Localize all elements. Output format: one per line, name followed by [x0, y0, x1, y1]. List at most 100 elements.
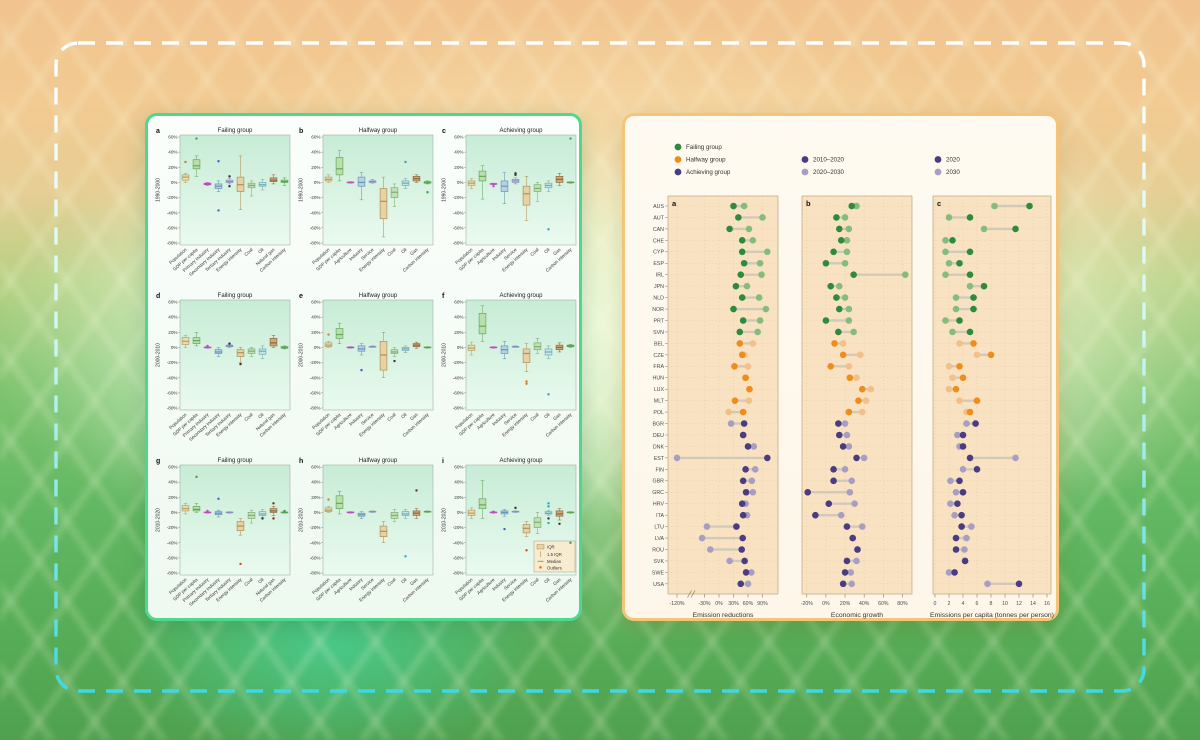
dot-light [749, 237, 757, 244]
dot-light [740, 202, 748, 210]
dot-dark [822, 259, 830, 267]
outlier-dot [272, 502, 275, 505]
x-tick-label: 40% [859, 601, 870, 607]
dot-dark [737, 271, 745, 278]
dot-dark [1012, 225, 1019, 233]
dot-dark [845, 408, 853, 416]
svg-text:0%: 0% [171, 180, 178, 185]
svg-text:40%: 40% [311, 150, 320, 155]
dot-light [949, 328, 956, 336]
dot-light [725, 408, 732, 416]
dot-dark [738, 248, 746, 256]
dot-light [851, 500, 858, 508]
outlier-dot [404, 160, 407, 164]
svg-text:20%: 20% [168, 495, 177, 500]
dot-light [845, 443, 853, 450]
x-tick-label: 60% [743, 601, 754, 607]
svg-text:60%: 60% [168, 135, 177, 140]
dot-dark [849, 534, 856, 542]
dot-light [973, 351, 981, 359]
panel-letter: c [937, 199, 941, 208]
dot-dark [739, 408, 747, 416]
panel-letter: d [156, 293, 160, 300]
dot-dark [738, 546, 746, 553]
svg-text:-20%: -20% [310, 195, 321, 200]
country-label: CAN [653, 227, 664, 233]
dot-light [839, 340, 847, 347]
country-label: HRV [653, 502, 665, 508]
dot-dark [732, 282, 740, 290]
svg-text:-80%: -80% [167, 241, 178, 246]
dot-light [836, 282, 843, 290]
dot-light [942, 271, 949, 278]
outlier-dot [217, 160, 220, 163]
svg-text:-60%: -60% [453, 390, 464, 395]
svg-text:Oil: Oil [257, 412, 265, 419]
dot-light [759, 214, 766, 221]
svg-text:60%: 60% [454, 300, 463, 305]
dot-dark [736, 328, 744, 336]
svg-text:-40%: -40% [310, 375, 321, 380]
dot-light [751, 466, 759, 473]
dot-dark [836, 431, 843, 439]
svg-text:-40%: -40% [310, 210, 321, 215]
country-label: JPN [654, 284, 664, 290]
svg-text:-20%: -20% [453, 525, 464, 530]
x-tick-label: 8 [990, 601, 993, 607]
svg-text:40%: 40% [168, 150, 177, 155]
dot-dark [742, 488, 750, 496]
dot-dark [966, 214, 974, 221]
dot-light [841, 214, 849, 221]
outlier-dot [492, 510, 495, 513]
y-axis-label: 2000-2010 [442, 343, 448, 367]
svg-text:60%: 60% [311, 300, 320, 305]
svg-text:-20%: -20% [167, 360, 178, 365]
svg-text:Oil: Oil [257, 577, 265, 584]
country-label: SVK [653, 559, 664, 565]
dot-dark [737, 580, 745, 588]
dot-dark [738, 294, 746, 301]
legend-dot [934, 168, 942, 176]
dot-light [952, 305, 960, 313]
dot-dark [742, 374, 749, 382]
dot-dark [959, 443, 967, 450]
country-label: SVN [653, 330, 664, 336]
country-label: GRC [652, 490, 664, 496]
outlier-dot [514, 172, 517, 175]
x-tick-label: 4 [962, 601, 965, 607]
country-label: CHE [653, 238, 665, 244]
dot-dark [970, 340, 977, 347]
svg-text:Coal: Coal [243, 412, 253, 422]
outlier-dot [503, 527, 506, 531]
outlier-dot [228, 175, 231, 178]
dot-dark [956, 363, 963, 370]
panel-letter: b [806, 199, 811, 208]
svg-text:Gas: Gas [552, 577, 562, 587]
country-label: LTU [654, 525, 664, 531]
svg-text:-40%: -40% [453, 210, 464, 215]
outlier-dot [547, 505, 550, 508]
dot-dark [956, 317, 963, 324]
x-tick-label: -20% [801, 601, 813, 607]
dot-light [744, 580, 752, 588]
country-label: MLT [654, 399, 665, 405]
dot-dark [952, 546, 960, 553]
dot-dark [846, 374, 854, 382]
dot-light [963, 534, 970, 542]
svg-text:60%: 60% [311, 465, 320, 470]
dot-dark [954, 500, 961, 508]
x-tick-label: 60% [878, 601, 889, 607]
panel-title: Achieving group [499, 128, 543, 134]
outlier-dot [525, 380, 528, 383]
outlier-dot [195, 475, 198, 479]
outlier-dot [195, 137, 198, 140]
svg-text:-60%: -60% [167, 555, 178, 560]
dot-light [952, 488, 960, 496]
boxplot-panel-c: c Achieving group 1990-2000 60% 40% 20% 0% -20%… [442, 128, 577, 273]
dot-dark [972, 420, 979, 427]
dot-dark [850, 271, 857, 278]
dot-dark [742, 569, 750, 576]
dot-dark [726, 225, 733, 233]
dot-light [850, 328, 857, 336]
svg-text:0%: 0% [171, 510, 178, 515]
